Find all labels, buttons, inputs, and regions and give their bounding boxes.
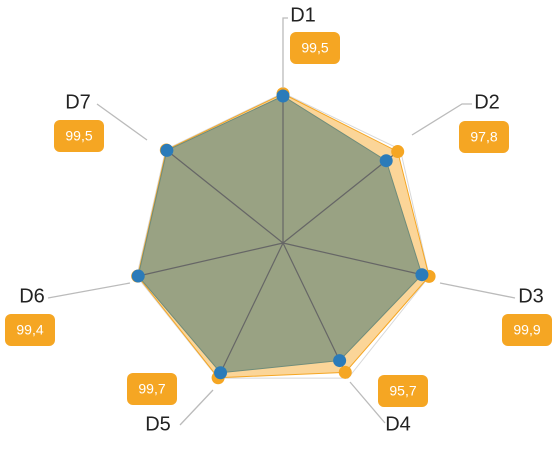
leader-line [47,282,131,299]
value-label: 99,9 [513,322,540,338]
data-point [131,269,145,283]
value-label: 95,7 [389,383,416,399]
axis-spoke [165,149,284,244]
data-point [391,145,405,159]
data-point [160,143,174,157]
category-label: D4 [385,413,411,435]
data-point [338,365,352,379]
leader-line [96,103,148,141]
grid-ring [136,92,430,379]
series-area [137,95,423,374]
value-badge [290,32,340,64]
category-label: D2 [474,91,500,113]
data-point [276,89,290,103]
leader-line [439,282,516,299]
value-label: 97,8 [470,129,497,145]
value-badge [54,120,104,152]
value-badge [459,121,509,153]
category-label: D3 [518,285,544,307]
data-point [214,366,228,380]
value-badge [127,373,177,405]
axis-spoke [217,242,284,379]
data-point [415,268,429,282]
value-label: 99,7 [138,381,165,397]
leader-line [179,389,214,426]
data-point [333,354,347,368]
axis-spoke [136,242,284,277]
category-label: D1 [290,4,316,26]
category-label: D6 [19,285,45,307]
value-badge [502,314,552,346]
data-point [379,154,393,168]
value-label: 99,5 [65,128,92,144]
leader-line [349,381,386,424]
leader-line [411,103,472,136]
axis-spoke [282,149,401,244]
value-badge [5,314,55,346]
leader-line [282,17,288,88]
value-label: 99,4 [16,322,43,338]
value-badge [378,375,428,407]
category-label: D7 [65,91,91,113]
category-label: D5 [145,413,171,435]
value-label: 99,5 [301,40,328,56]
axis-spoke [282,242,430,277]
